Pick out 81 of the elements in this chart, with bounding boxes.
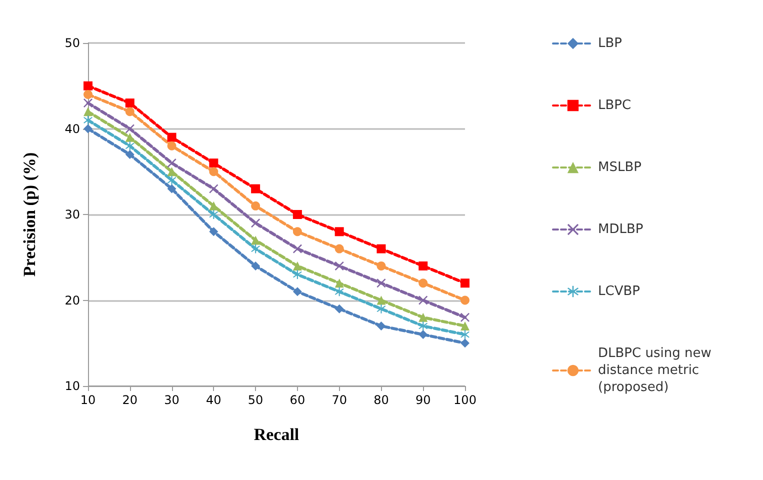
point: [251, 244, 260, 254]
point: [125, 98, 134, 108]
point: [167, 176, 176, 185]
point: [292, 270, 302, 280]
y-tick-label: 40: [64, 122, 80, 136]
point: [418, 278, 428, 288]
x-tick-label: 20: [122, 393, 138, 407]
y-tick-label: 10: [64, 379, 80, 393]
point: [84, 124, 92, 134]
point: [460, 312, 470, 322]
x-tick-label: 40: [206, 393, 222, 407]
x-tick-label: 60: [290, 393, 306, 407]
point: [376, 296, 386, 305]
point: [209, 184, 218, 194]
legend-label: LBP: [598, 36, 622, 51]
point: [209, 158, 218, 168]
point: [376, 321, 386, 330]
point: [125, 124, 134, 134]
point: [251, 201, 260, 210]
point: [125, 132, 134, 142]
point: [460, 330, 470, 340]
y-tick-label: 20: [64, 293, 80, 308]
x-tick-label: 30: [164, 393, 180, 407]
point: [251, 261, 260, 270]
point: [125, 141, 134, 150]
point: [167, 141, 176, 150]
point: [418, 261, 428, 270]
point: [167, 132, 176, 142]
point: [84, 107, 92, 116]
x-tick-label: 80: [374, 393, 389, 407]
x-tick-label: 100: [454, 393, 476, 407]
legend-label: MDLBP: [598, 222, 644, 237]
x-tick-label: 70: [332, 393, 347, 407]
x-tick-label: 50: [248, 393, 264, 407]
point: [209, 227, 218, 236]
point: [334, 227, 344, 236]
point: [292, 261, 302, 270]
point: [460, 321, 470, 330]
legend-label: DLBPC using new distance metric (proposed): [598, 346, 716, 395]
point: [251, 236, 260, 245]
point: [460, 338, 470, 348]
point: [167, 158, 176, 168]
point: [209, 210, 218, 219]
point: [334, 287, 344, 296]
point: [125, 107, 134, 116]
y-tick-label: 50: [64, 36, 80, 50]
point: [292, 227, 302, 236]
legend-label: LCVBP: [598, 284, 640, 299]
point: [334, 278, 344, 288]
point: [292, 210, 302, 219]
legend-label: MSLBP: [598, 160, 642, 175]
point: [460, 278, 470, 288]
point: [418, 312, 428, 322]
point: [418, 330, 428, 340]
point: [84, 116, 92, 125]
point: [251, 184, 260, 194]
point: [376, 278, 386, 288]
point: [334, 244, 344, 254]
x-tick-label: 10: [80, 393, 96, 407]
point: [292, 287, 302, 296]
point: [292, 244, 302, 254]
point: [334, 304, 344, 314]
point: [251, 218, 260, 228]
point: [125, 150, 134, 159]
point: [376, 244, 386, 254]
x-axis-title: Recall: [254, 425, 300, 444]
point: [376, 304, 386, 314]
x-tick-label: 90: [415, 393, 431, 407]
point: [460, 296, 470, 305]
legend-label: LBPC: [598, 98, 632, 113]
point: [334, 261, 344, 270]
y-tick-label: 30: [64, 208, 80, 222]
point: [418, 321, 428, 330]
point: [167, 184, 176, 194]
point: [167, 167, 176, 176]
y-axis-title: Precision (p) (%): [20, 152, 39, 277]
point: [418, 296, 428, 305]
point: [84, 81, 92, 90]
point: [84, 90, 92, 99]
point: [209, 167, 218, 176]
point: [376, 261, 386, 270]
